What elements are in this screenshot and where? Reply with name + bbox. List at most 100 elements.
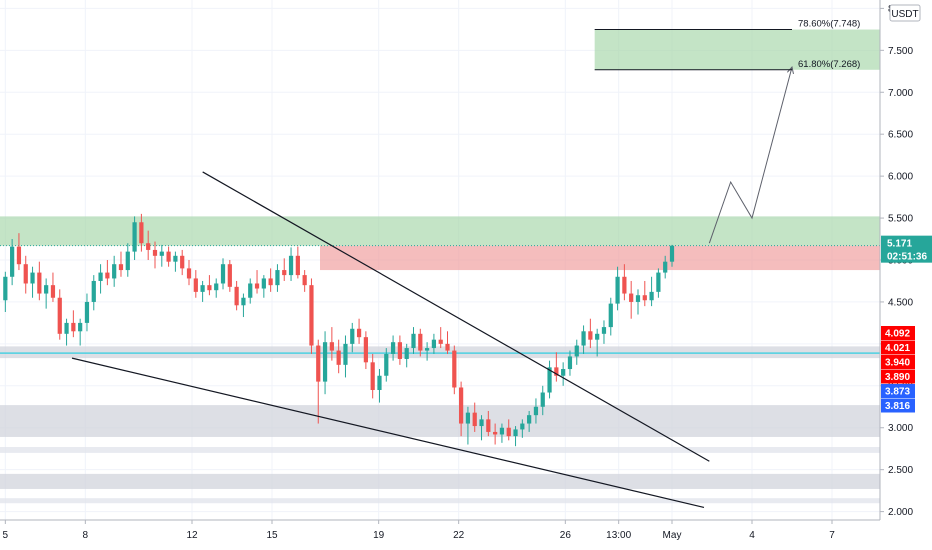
candle[interactable] bbox=[125, 243, 130, 277]
candle[interactable] bbox=[554, 352, 559, 382]
candle[interactable] bbox=[329, 327, 334, 361]
candle[interactable] bbox=[200, 280, 205, 302]
candle[interactable] bbox=[288, 247, 294, 281]
candle[interactable] bbox=[220, 258, 226, 290]
candle[interactable] bbox=[193, 270, 198, 298]
candle[interactable] bbox=[166, 246, 171, 267]
candle[interactable] bbox=[57, 289, 62, 340]
candle[interactable] bbox=[513, 426, 518, 447]
candle[interactable] bbox=[10, 239, 15, 286]
candle[interactable] bbox=[173, 251, 178, 272]
candle[interactable] bbox=[275, 264, 280, 292]
candle[interactable] bbox=[411, 327, 416, 354]
candle[interactable] bbox=[669, 244, 675, 267]
candle[interactable] bbox=[139, 213, 144, 252]
candle[interactable] bbox=[254, 270, 260, 294]
candle[interactable] bbox=[629, 280, 634, 319]
candle[interactable] bbox=[268, 268, 273, 292]
candle[interactable] bbox=[438, 327, 443, 349]
candle[interactable] bbox=[635, 289, 641, 315]
candle[interactable] bbox=[336, 339, 341, 374]
candle[interactable] bbox=[98, 264, 103, 294]
candle[interactable] bbox=[234, 280, 239, 311]
candle[interactable] bbox=[23, 255, 28, 294]
candle[interactable] bbox=[295, 246, 300, 279]
currency-label[interactable]: USDT bbox=[889, 4, 921, 22]
candle[interactable] bbox=[540, 385, 545, 416]
candle[interactable] bbox=[112, 255, 117, 287]
candle[interactable] bbox=[282, 258, 287, 281]
candle[interactable] bbox=[493, 423, 498, 445]
candle[interactable] bbox=[445, 331, 450, 354]
candle[interactable] bbox=[78, 318, 83, 346]
candle[interactable] bbox=[384, 348, 389, 382]
candle[interactable] bbox=[404, 343, 409, 368]
candle[interactable] bbox=[608, 297, 613, 336]
candle[interactable] bbox=[343, 335, 348, 378]
candle[interactable] bbox=[227, 260, 232, 292]
candle[interactable] bbox=[595, 328, 600, 357]
candle[interactable] bbox=[567, 350, 573, 376]
candle[interactable] bbox=[472, 402, 477, 432]
candle[interactable] bbox=[91, 275, 96, 311]
candle[interactable] bbox=[649, 276, 654, 307]
candle[interactable] bbox=[452, 345, 457, 395]
candle[interactable] bbox=[418, 328, 423, 357]
candle[interactable] bbox=[30, 266, 35, 298]
candle[interactable] bbox=[350, 322, 355, 353]
candles-layer[interactable] bbox=[3, 213, 675, 447]
candle[interactable] bbox=[574, 339, 579, 365]
candle[interactable] bbox=[132, 216, 137, 260]
candle[interactable] bbox=[561, 362, 566, 386]
candle[interactable] bbox=[533, 398, 539, 424]
candle[interactable] bbox=[622, 264, 627, 301]
candle[interactable] bbox=[363, 331, 368, 370]
candle[interactable] bbox=[588, 318, 593, 349]
candle[interactable] bbox=[37, 261, 42, 301]
candle[interactable] bbox=[527, 410, 532, 432]
candle[interactable] bbox=[465, 406, 471, 445]
candle[interactable] bbox=[186, 260, 192, 286]
candle[interactable] bbox=[615, 266, 620, 311]
candle[interactable] bbox=[431, 333, 437, 354]
candle[interactable] bbox=[214, 278, 219, 298]
candle[interactable] bbox=[601, 320, 607, 344]
candle[interactable] bbox=[64, 318, 69, 346]
candle[interactable] bbox=[248, 278, 253, 304]
candle[interactable] bbox=[370, 353, 375, 399]
candle[interactable] bbox=[316, 339, 321, 424]
candle[interactable] bbox=[506, 419, 511, 441]
candle[interactable] bbox=[3, 271, 8, 312]
candle[interactable] bbox=[322, 331, 328, 395]
candle[interactable] bbox=[16, 233, 22, 271]
candle[interactable] bbox=[118, 251, 124, 277]
candle[interactable] bbox=[44, 278, 49, 309]
candle[interactable] bbox=[390, 335, 396, 361]
candle[interactable] bbox=[159, 244, 164, 267]
candle[interactable] bbox=[656, 268, 661, 298]
candle[interactable] bbox=[547, 360, 552, 399]
candle[interactable] bbox=[499, 423, 505, 443]
candle[interactable] bbox=[241, 293, 246, 318]
candle[interactable] bbox=[663, 255, 668, 279]
candle[interactable] bbox=[520, 419, 525, 438]
candle[interactable] bbox=[486, 410, 491, 437]
candle[interactable] bbox=[642, 280, 647, 307]
candle[interactable] bbox=[207, 275, 212, 296]
candle[interactable] bbox=[71, 310, 76, 338]
candle[interactable] bbox=[180, 249, 185, 276]
price-scale[interactable] bbox=[880, 0, 932, 550]
candle[interactable] bbox=[397, 335, 402, 365]
candle[interactable] bbox=[459, 381, 464, 437]
candle[interactable] bbox=[581, 325, 586, 354]
candle[interactable] bbox=[309, 278, 314, 354]
candle[interactable] bbox=[152, 241, 158, 269]
time-scale[interactable] bbox=[0, 520, 880, 550]
candle[interactable] bbox=[302, 270, 307, 292]
candle[interactable] bbox=[50, 272, 56, 302]
candle[interactable] bbox=[377, 369, 382, 403]
candle[interactable] bbox=[261, 275, 266, 298]
candle[interactable] bbox=[84, 293, 90, 332]
candle[interactable] bbox=[424, 342, 430, 361]
